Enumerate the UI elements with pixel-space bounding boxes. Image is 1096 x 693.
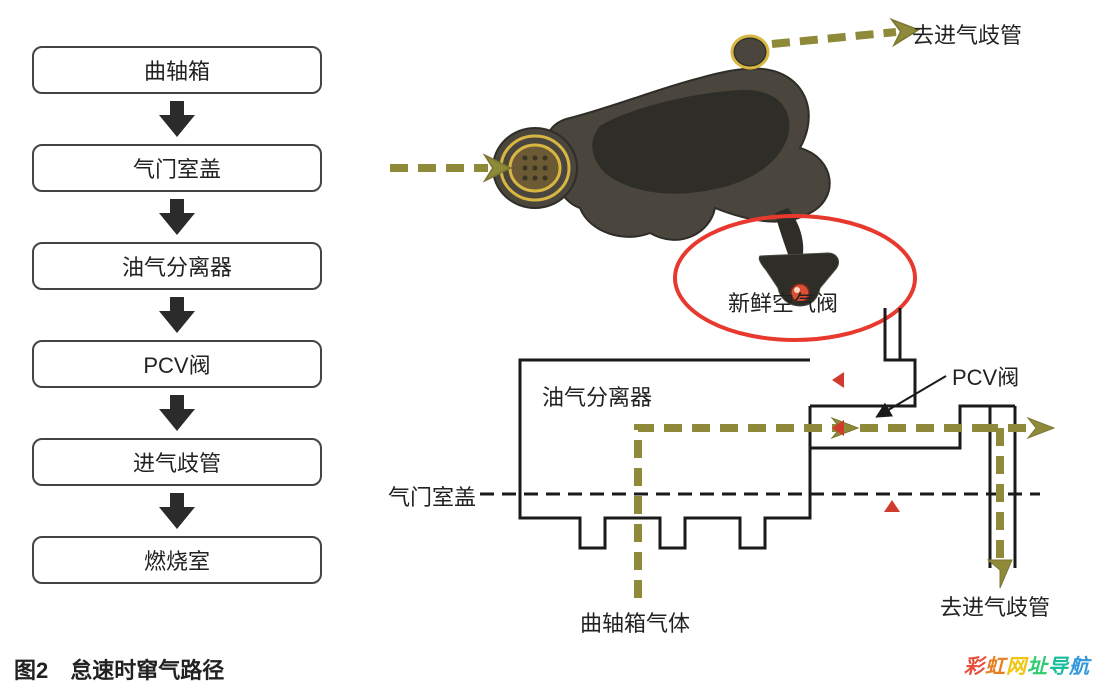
flow-box-5: 燃烧室 [32,536,322,584]
diagram: 去进气歧管 新鲜空气阀 油气分离器 PCV阀 气门室盖 曲轴箱气体 去进气歧管 [380,8,1080,648]
flow-arrow-0 [22,94,332,144]
figure-caption: 图2 怠速时窜气路径 [14,653,224,685]
olive-arrow-top-right [772,32,896,44]
engine-part-shape [493,36,839,306]
flow-arrow-4 [22,486,332,536]
label-oil-separator: 油气分离器 [542,380,652,412]
label-fresh-air-valve: 新鲜空气阀 [728,286,838,318]
schematic [480,308,1054,598]
label-pcv-valve: PCV阀 [952,360,1019,392]
flow-box-0: 曲轴箱 [32,46,322,94]
label-bottom-right: 去进气歧管 [940,590,1050,622]
flow-arrow-3 [22,388,332,438]
olive-flow-path [638,428,1000,598]
pcv-leader [878,376,946,416]
label-valve-cover: 气门室盖 [388,480,476,512]
flow-arrow-1 [22,192,332,242]
flow-box-2: 油气分离器 [32,242,322,290]
watermark: 彩虹网址导航 [964,650,1090,679]
flow-box-4: 进气歧管 [32,438,322,486]
flow-box-3: PCV阀 [32,340,322,388]
label-top-right: 去进气歧管 [912,18,1022,50]
flow-box-1: 气门室盖 [32,144,322,192]
flowchart: 曲轴箱 气门室盖 油气分离器 PCV阀 进气歧管 燃烧室 [22,46,332,584]
diagram-svg [380,8,1080,648]
label-crankcase-gas: 曲轴箱气体 [580,606,690,638]
flow-arrow-2 [22,290,332,340]
